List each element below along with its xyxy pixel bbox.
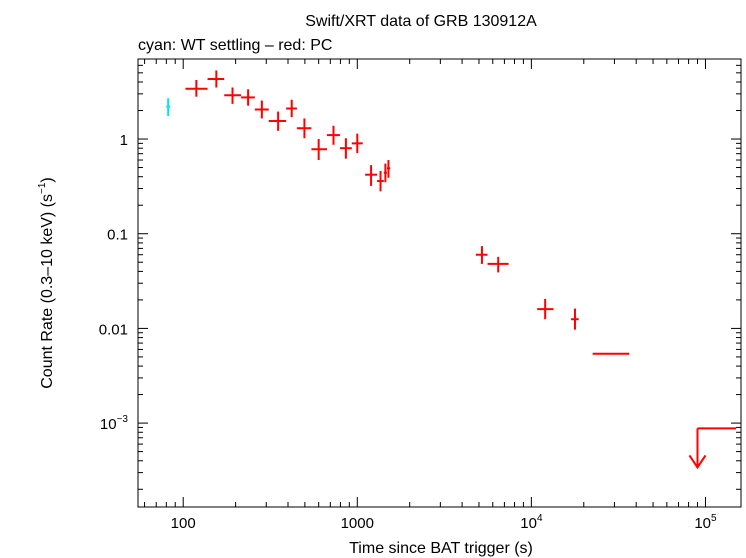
upper-limit (688, 427, 737, 470)
x-tick-label: 105 (694, 513, 717, 532)
x-axis-label: Time since BAT trigger (s) (349, 540, 533, 557)
data-point (537, 298, 554, 320)
data-point (166, 98, 171, 117)
y-axis-label: Count Rate (0.3–10 keV) (s−1) (37, 177, 56, 389)
data-point (571, 308, 579, 330)
data-point (254, 100, 269, 119)
data-point (351, 133, 363, 154)
upper-limit-arrowhead (688, 454, 707, 470)
y-tick-label: 0.01 (99, 321, 128, 338)
data-point (286, 99, 297, 118)
data-point (224, 87, 242, 104)
data-point (311, 139, 328, 161)
data-point (185, 80, 208, 97)
x-tick-label-exp: 4 (537, 513, 543, 524)
data-point (475, 246, 488, 264)
y-axis-label-text: Count Rate (0.3–10 keV) (s (39, 194, 56, 389)
y-tick-label-base: 10 (100, 416, 117, 433)
chart-title: Swift/XRT data of GRB 130912A (305, 13, 537, 30)
x-tick-label-exp: 5 (711, 513, 717, 524)
x-tick-label: 104 (520, 513, 543, 532)
plot-frame (137, 58, 742, 508)
data-point (241, 89, 255, 106)
y-tick-label: 10−3 (100, 414, 129, 433)
data-point (339, 138, 352, 159)
x-tick-label: 100 (171, 515, 196, 532)
y-tick-label: 0.1 (107, 227, 128, 244)
data-point (377, 170, 384, 192)
data-point (327, 125, 340, 145)
data-point (268, 111, 287, 131)
x-tick-label-base: 10 (694, 515, 711, 532)
data-point (487, 256, 509, 273)
data-point (365, 165, 378, 186)
data-point (386, 160, 391, 178)
chart-subtitle: cyan: WT settling – red: PC (138, 37, 332, 54)
data-point (207, 70, 225, 88)
y-tick-label: 1 (120, 132, 128, 149)
y-axis-label-close: ) (39, 177, 56, 182)
axis-ticks (138, 58, 741, 507)
x-tick-label-base: 10 (520, 515, 537, 532)
x-tick-label: 1000 (341, 515, 374, 532)
y-axis-label-exp: −1 (37, 182, 48, 194)
data-point (383, 163, 387, 183)
y-tick-label-exp: −3 (117, 414, 129, 425)
data-points (166, 70, 737, 470)
data-point (296, 118, 312, 139)
